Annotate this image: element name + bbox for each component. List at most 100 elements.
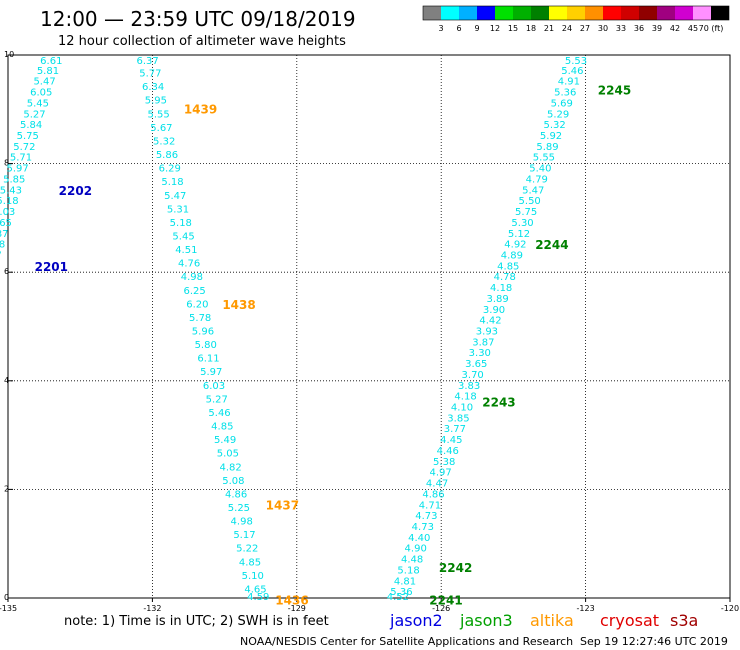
wave-height-value: 5.18 (0, 196, 19, 207)
wave-height-value: 4.98 (231, 517, 253, 528)
wave-height-value: 4.89 (501, 250, 523, 261)
legend-altika: altika (530, 611, 574, 630)
wave-height-value: 3.93 (476, 327, 498, 338)
wave-height-value: 5.32 (153, 136, 175, 147)
color-swatch (549, 6, 567, 20)
time-label: 2245 (598, 83, 631, 97)
color-swatch (423, 6, 441, 20)
lon-tick-label: -123 (577, 604, 595, 613)
color-scale-label: 45 (688, 24, 698, 33)
wave-height-value: 4.59 (247, 592, 269, 603)
color-swatch (639, 6, 657, 20)
time-label: 2241 (429, 594, 462, 608)
wave-height-value: 5.71 (10, 153, 32, 164)
wave-height-value: 5.75 (17, 131, 39, 142)
wave-height-value: 5.47 (33, 77, 55, 88)
wave-height-value: 5.50 (519, 196, 541, 207)
color-swatch (495, 6, 513, 20)
wave-height-value: 4.65 (0, 218, 12, 229)
wave-height-value: 4.71 (419, 500, 441, 511)
color-scale-label: 39 (652, 24, 662, 33)
wave-height-value: 5.80 (195, 340, 217, 351)
color-scale-label: 30 (598, 24, 608, 33)
wave-height-value: 5.29 (547, 109, 569, 120)
wave-height-value: 4.46 (437, 446, 459, 457)
wave-height-value: 4.42 (479, 316, 501, 327)
wave-height-value: 5.75 (515, 207, 537, 218)
color-swatch (711, 6, 729, 20)
wave-height-value: 5.25 (228, 503, 250, 514)
wave-height-value: 4.52 (387, 592, 409, 603)
wave-height-value: 4.48 (401, 555, 423, 566)
wave-height-value: 4.85 (239, 557, 261, 568)
wave-height-value: 5.10 (242, 571, 264, 582)
time-label: 2201 (35, 260, 68, 274)
color-scale-label: 6 (456, 24, 461, 33)
wave-height-value: 4.73 (412, 522, 434, 533)
wave-height-value: 5.46 (208, 408, 230, 419)
wave-height-value: 3.70 (462, 370, 484, 381)
legend-jason2: jason2 (389, 611, 443, 630)
wave-height-value: 3.30 (469, 348, 491, 359)
wave-height-value: 4.97 (429, 468, 451, 479)
wave-height-value: 4.92 (504, 240, 526, 251)
wave-height-value: 6.61 (40, 56, 62, 67)
lat-tick-label: 6 (4, 267, 9, 276)
wave-height-value: 4.37 (0, 229, 9, 240)
time-label: 1437 (266, 499, 299, 513)
wave-height-value: 5.22 (236, 544, 258, 555)
wave-height-value: 3.77 (444, 424, 466, 435)
page-title: 12:00 — 23:59 UTC 09/18/2019 (40, 7, 356, 31)
wave-height-value: 4.51 (175, 245, 197, 256)
color-scale-label: 36 (634, 24, 644, 33)
wave-height-value: 5.97 (200, 367, 222, 378)
wave-height-value: 6.29 (159, 164, 181, 175)
color-scale-label: 42 (670, 24, 680, 33)
wave-height-value: 5.69 (551, 98, 573, 109)
wave-height-value: 4.65 (244, 584, 266, 595)
lat-tick-label: 8 (4, 159, 9, 168)
plot-area: -135 -132 -129 -126 -123 -120 0 2 4 6 8 10 6.615.81… (0, 50, 739, 613)
wave-height-value: 5.53 (565, 56, 587, 67)
wave-height-value: 5.77 (139, 69, 161, 80)
wave-height-value: 5.36 (390, 587, 412, 598)
color-scale-label: 27 (580, 24, 590, 33)
wave-height-value: 4.10 (451, 403, 473, 414)
wave-height-value: 4.91 (558, 77, 580, 88)
wave-height-value: 5.30 (511, 218, 533, 229)
wave-height-value: 4.73 (415, 511, 437, 522)
footnote: note: 1) Time is in UTC; 2) SWH is in fe… (64, 614, 329, 629)
satellite-tracks: 6.615.815.476.055.455.275.845.755.725.71… (0, 56, 587, 603)
wave-height-value: 5.55 (148, 109, 170, 120)
wave-height-value: 5.31 (167, 204, 189, 215)
wave-height-value: 4.76 (178, 259, 200, 270)
wave-height-value: 3.83 (458, 381, 480, 392)
color-scale-label: 21 (544, 24, 554, 33)
wave-height-value: 5.43 (0, 185, 22, 196)
wave-height-value: 6.11 (197, 354, 219, 365)
color-swatch (513, 6, 531, 20)
wave-height-value: 3.89 (486, 294, 508, 305)
wave-height-value: 5.84 (20, 120, 42, 131)
wave-height-value: 4.07 (0, 250, 2, 261)
wave-height-value: 4.47 (426, 479, 448, 490)
wave-height-value: 5.05 (217, 449, 239, 460)
wave-height-value: 4.28 (0, 240, 5, 251)
wave-height-value: 4.86 (225, 489, 247, 500)
lat-tick-label: 10 (4, 50, 14, 59)
wave-height-value: 5.45 (172, 231, 194, 242)
wave-height-value: 5.89 (536, 142, 558, 153)
wave-height-value: 6.25 (184, 286, 206, 297)
color-scale-label: 15 (508, 24, 518, 33)
wave-height-value: 5.18 (170, 218, 192, 229)
color-scale-label: 24 (562, 24, 572, 33)
time-label: 2202 (59, 184, 92, 198)
wave-height-value: 5.86 (156, 150, 178, 161)
wave-height-value: 5.55 (533, 153, 555, 164)
color-swatch (531, 6, 549, 20)
lon-tick-label: -120 (721, 604, 739, 613)
wave-height-value: 4.81 (394, 576, 416, 587)
generated-timestamp: Sep 19 12:27:46 UTC 2019 (580, 635, 728, 648)
